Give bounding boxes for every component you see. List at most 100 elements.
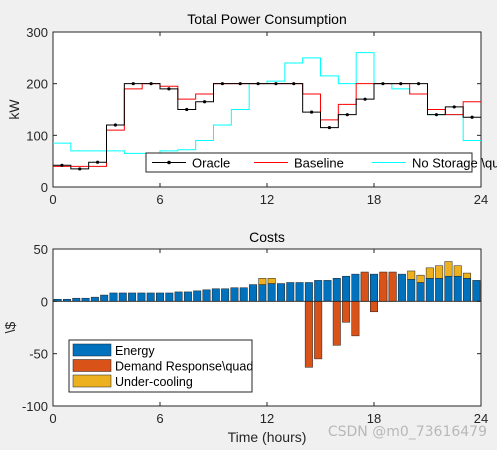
y-tick-label: 200 [26, 77, 48, 92]
x-tick-label: 24 [474, 411, 488, 426]
oracle-point [274, 82, 278, 86]
oracle-point [149, 82, 153, 86]
energy-bar [90, 296, 99, 302]
oracle-point [256, 82, 260, 86]
oracle-point [416, 82, 421, 86]
x-tick-label: 18 [367, 411, 381, 426]
x-tick-label: 6 [156, 411, 163, 426]
energy-bar [137, 292, 146, 302]
oracle-point [327, 125, 332, 130]
costs-ticks-group: 0 6 12 18 24 -100 -50 0 50 [22, 242, 488, 426]
energy-bar [118, 292, 127, 302]
power-legend: Oracle Baseline No Storage \quad [145, 152, 497, 173]
costs-bars-group [53, 261, 481, 368]
oracle-point [60, 163, 64, 167]
energy-bar [128, 292, 137, 302]
x-tick-label: 6 [156, 192, 163, 207]
demand-response-bar [304, 301, 313, 368]
energy-bar [407, 279, 416, 302]
legend-swatch [72, 343, 112, 357]
oracle-point [220, 82, 225, 86]
energy-bar [267, 283, 276, 302]
energy-bar [72, 297, 81, 302]
energy-bar [304, 282, 313, 302]
power-series-group [53, 52, 481, 171]
under-cooling-bar [425, 267, 434, 279]
under-cooling-bar [444, 261, 453, 277]
legend-label: Oracle [192, 156, 230, 171]
oracle-point [292, 82, 296, 86]
energy-bar [276, 283, 285, 302]
y-tick-label: 0 [41, 180, 48, 195]
energy-bar [230, 287, 239, 302]
energy-bar [109, 292, 118, 302]
power-axes: 0 6 12 18 24 0 100 200 300 Total Power Consumpti… [6, 11, 497, 207]
energy-bar [146, 292, 155, 302]
energy-bar [202, 289, 211, 302]
y-tick-label: -50 [29, 347, 48, 362]
power-y-axis-label: kW [6, 99, 22, 120]
oracle-point [131, 82, 135, 86]
under-cooling-bar [416, 274, 425, 283]
energy-bar [323, 280, 332, 302]
energy-bar [156, 292, 164, 302]
x-tick-label: 18 [367, 192, 381, 207]
legend-swatch [72, 359, 112, 372]
oracle-point [452, 105, 456, 109]
demand-response-bar [360, 271, 369, 302]
energy-bar [472, 280, 481, 302]
oracle-point [470, 115, 474, 119]
under-cooling-bar [258, 278, 267, 285]
series-line-oracle [53, 83, 481, 170]
demand-response-bar [388, 271, 397, 302]
power-chart-title: Total Power Consumption [187, 11, 347, 27]
energy-bar [435, 278, 444, 302]
energy-bar [183, 291, 192, 302]
energy-bar [193, 290, 202, 302]
x-tick-label: 12 [260, 192, 274, 207]
under-cooling-bar [435, 265, 444, 279]
oracle-point [434, 113, 439, 117]
energy-bar [100, 294, 109, 302]
series-line-no-storage [53, 52, 481, 154]
y-tick-label: 300 [26, 25, 48, 40]
energy-bar [314, 280, 323, 302]
energy-bar [463, 278, 472, 302]
energy-bar [453, 275, 462, 302]
power-ticks-group: 0 6 12 18 24 0 100 200 300 [26, 25, 488, 207]
under-cooling-bar [453, 265, 462, 277]
y-tick-label: 100 [26, 128, 48, 143]
energy-bar [397, 273, 406, 302]
demand-response-bar [342, 301, 351, 323]
energy-bar [165, 292, 174, 302]
costs-axes: 0 6 12 18 24 -100 -50 0 50 Costs \$ Time (hours)… [2, 229, 488, 445]
y-tick-label: 0 [41, 294, 48, 309]
oracle-point [185, 107, 189, 112]
energy-bar [221, 288, 230, 302]
demand-response-bar [370, 301, 378, 313]
oracle-point [95, 160, 100, 164]
oracle-point [113, 123, 118, 127]
energy-bar [81, 297, 90, 302]
energy-bar [342, 275, 351, 302]
energy-bar [249, 284, 258, 302]
demand-response-bar [314, 301, 323, 360]
oracle-point [238, 82, 242, 86]
energy-bar [239, 287, 248, 302]
energy-bar [211, 288, 220, 302]
oracle-point [381, 82, 385, 86]
demand-response-bar [332, 301, 341, 346]
oracle-point [399, 82, 403, 86]
x-tick-label: 12 [260, 411, 274, 426]
oracle-point [309, 110, 314, 114]
energy-bar [174, 291, 183, 302]
energy-bar [351, 273, 360, 302]
x-tick-label: 0 [49, 411, 56, 426]
energy-bar [286, 282, 295, 302]
energy-bar [425, 278, 434, 302]
demand-response-bar [379, 271, 388, 302]
legend-label: Energy [115, 344, 155, 358]
energy-bar [332, 278, 341, 302]
